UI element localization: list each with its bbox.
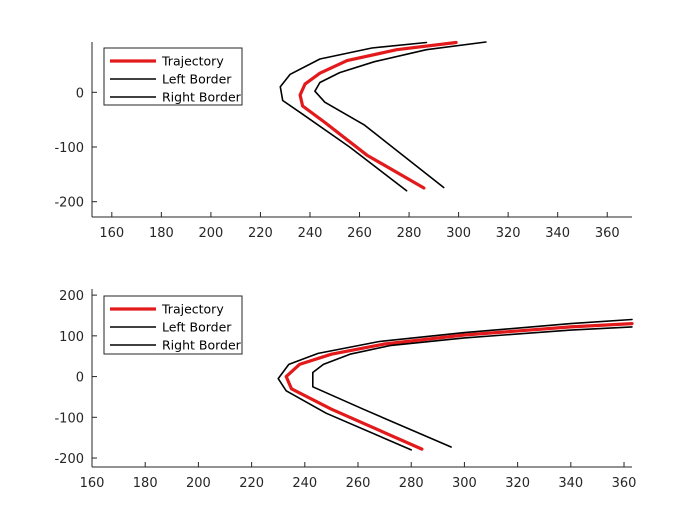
series-line-right-border bbox=[311, 326, 633, 448]
x-tick-label: 180 bbox=[133, 476, 158, 491]
x-tick-label: 200 bbox=[186, 476, 211, 491]
x-tick-label: 220 bbox=[248, 226, 273, 241]
y-tick-label: -200 bbox=[54, 452, 84, 467]
y-tick-label: 200 bbox=[59, 289, 84, 304]
x-tick-label: 240 bbox=[298, 226, 323, 241]
legend-label-trajectory: Trajectory bbox=[161, 302, 224, 317]
y-tick-label: -200 bbox=[54, 196, 84, 211]
legend-label-trajectory: Trajectory bbox=[161, 54, 224, 69]
x-tick-label: 340 bbox=[558, 476, 583, 491]
x-tick-label: 300 bbox=[446, 226, 471, 241]
y-tick-label: 100 bbox=[59, 330, 84, 345]
series-line-trajectory bbox=[284, 322, 634, 451]
y-tick-label: -100 bbox=[54, 141, 84, 156]
x-tick-label: 180 bbox=[149, 226, 174, 241]
y-tick-label: 0 bbox=[76, 86, 84, 101]
top-plot: 160 180 200 220 240 260 280 300 320 340 360 -200 -10… bbox=[54, 40, 632, 241]
legend: Trajectory Left Border Right Border bbox=[103, 47, 243, 106]
x-tick-label: 260 bbox=[346, 476, 371, 491]
x-tick-label: 160 bbox=[80, 476, 105, 491]
y-tick-label: -100 bbox=[54, 411, 84, 426]
legend-label-left-border: Left Border bbox=[162, 72, 232, 87]
series-line-left-border bbox=[277, 318, 633, 451]
x-tick-label: 320 bbox=[496, 226, 521, 241]
x-tick-label: 240 bbox=[292, 476, 317, 491]
series-line-left-border bbox=[279, 41, 428, 192]
series-line-trajectory bbox=[298, 40, 458, 190]
x-tick-label: 300 bbox=[452, 476, 477, 491]
bottom-plot: 160 180 200 220 240 260 280 300 320 340 360 -200 -10… bbox=[54, 289, 636, 491]
legend-box bbox=[103, 47, 243, 106]
legend-label-right-border: Right Border bbox=[162, 338, 242, 353]
x-tick-label: 280 bbox=[397, 226, 422, 241]
x-tick-label: 340 bbox=[545, 226, 570, 241]
x-tick-label: 280 bbox=[399, 476, 424, 491]
series-line-right-border bbox=[314, 41, 487, 189]
x-tick-label: 200 bbox=[198, 226, 223, 241]
legend-label-left-border: Left Border bbox=[162, 320, 232, 335]
x-tick-label: 160 bbox=[99, 226, 124, 241]
y-tick-label: 0 bbox=[76, 371, 84, 386]
legend-label-right-border: Right Border bbox=[162, 90, 242, 105]
legend: Trajectory Left Border Right Border bbox=[103, 295, 243, 355]
x-tick-label: 320 bbox=[505, 476, 530, 491]
x-tick-label: 360 bbox=[595, 226, 620, 241]
x-tick-label: 220 bbox=[239, 476, 264, 491]
x-tick-label: 260 bbox=[347, 226, 372, 241]
x-tick-label: 360 bbox=[612, 476, 637, 491]
